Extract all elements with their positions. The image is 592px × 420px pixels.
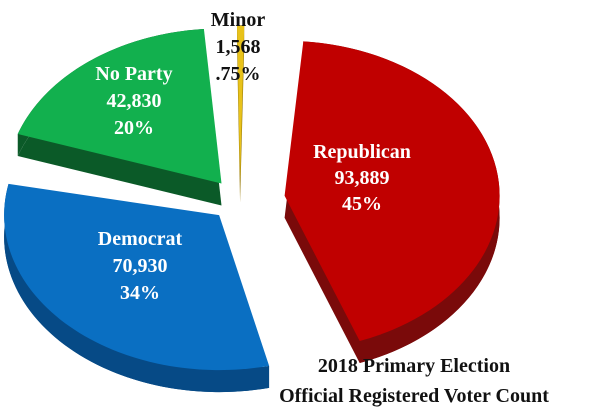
slice-democrat <box>4 183 270 371</box>
chart-title-line1: 2018 Primary Election <box>318 355 510 377</box>
label-democrat-percent: 34% <box>120 282 160 304</box>
label-minor-percent: .75% <box>216 63 261 85</box>
label-republican-name: Republican <box>313 141 411 163</box>
chart-title-line2: Official Registered Voter Count <box>279 385 549 407</box>
slice-minor <box>237 25 245 181</box>
label-noparty-name: No Party <box>95 63 172 85</box>
label-minor-count: 1,568 <box>216 36 261 58</box>
label-democrat-count: 70,930 <box>113 255 168 277</box>
label-republican-percent: 45% <box>342 193 382 215</box>
label-democrat-name: Democrat <box>98 228 183 250</box>
slice-republican <box>284 41 500 342</box>
label-noparty-percent: 20% <box>114 117 154 139</box>
label-noparty-count: 42,830 <box>107 90 162 112</box>
label-minor-name: Minor <box>211 9 266 31</box>
slice-no-party <box>17 28 222 184</box>
pie-slices <box>4 25 500 393</box>
label-republican-count: 93,889 <box>335 167 390 189</box>
